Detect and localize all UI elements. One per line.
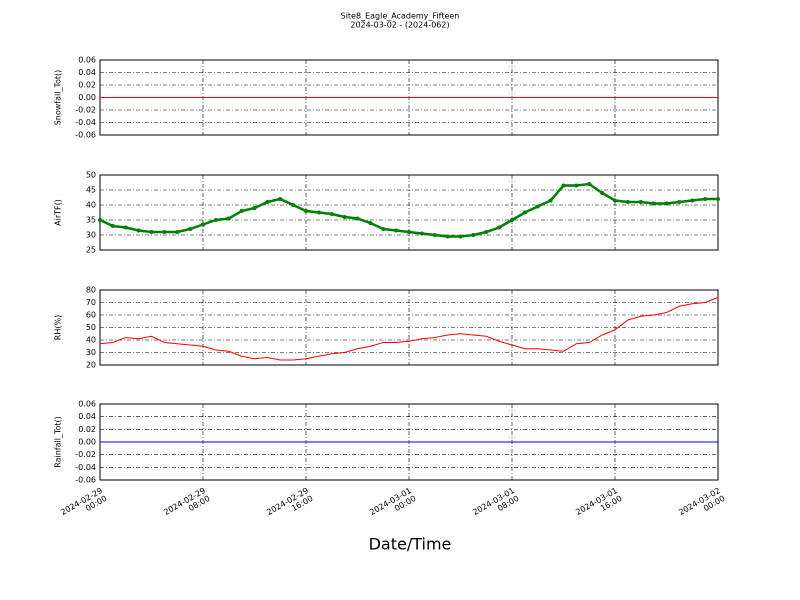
y-tick-label: 0.04	[78, 68, 96, 77]
y-tick-label: -0.02	[75, 450, 96, 459]
data-point	[613, 198, 617, 203]
data-point	[522, 210, 527, 215]
data-point	[278, 197, 283, 201]
data-point	[419, 231, 424, 236]
data-point	[291, 203, 296, 207]
data-point	[445, 234, 450, 239]
data-point	[458, 234, 463, 239]
data-point	[535, 204, 540, 209]
data-point	[497, 225, 502, 230]
y-tick-label: 0.02	[78, 425, 96, 434]
chart-title: Site8_Eagle_Academy_Fifteen	[341, 12, 460, 21]
y-tick-label: 60	[86, 311, 96, 320]
data-point	[162, 230, 167, 234]
y-tick-label: 50	[86, 323, 96, 332]
data-point	[368, 221, 373, 225]
data-point	[213, 218, 218, 222]
data-point	[471, 233, 476, 237]
data-point	[316, 210, 321, 215]
y-tick-label: -0.04	[75, 463, 96, 472]
data-point	[625, 200, 630, 204]
y-tick-label: 0.06	[78, 400, 96, 409]
data-point	[651, 201, 656, 206]
y-tick-label: 30	[86, 231, 96, 240]
y-tick-label: 80	[86, 286, 96, 295]
y-tick-label: -0.04	[75, 118, 96, 127]
data-point	[381, 227, 386, 231]
y-tick-label: 0.00	[78, 438, 96, 447]
data-point	[690, 198, 695, 203]
y-tick-label: 70	[86, 298, 96, 307]
data-point	[677, 200, 682, 204]
data-point	[239, 209, 244, 213]
plot-frame	[99, 289, 719, 366]
data-point	[98, 218, 102, 222]
y-axis-label: Snowfall_Tot()	[54, 70, 63, 126]
y-tick-label: 40	[86, 336, 96, 345]
y-tick-label: 0.04	[78, 412, 96, 421]
x-axis-label: Date/Time	[369, 535, 452, 554]
data-point	[201, 222, 205, 227]
y-tick-label: 20	[86, 361, 96, 370]
data-line	[99, 182, 718, 238]
y-tick-label: 50	[86, 171, 96, 180]
data-point	[265, 200, 270, 204]
data-point	[110, 224, 115, 228]
y-tick-label: 0.06	[78, 56, 96, 65]
data-point	[342, 215, 347, 219]
data-point	[175, 230, 180, 234]
data-point	[587, 182, 592, 186]
data-point	[510, 218, 514, 222]
y-tick-label: -0.06	[75, 131, 96, 140]
data-point	[149, 230, 154, 234]
data-point	[394, 228, 399, 233]
y-tick-label: 0.00	[78, 93, 96, 102]
data-point	[188, 227, 193, 231]
y-tick-label: 35	[86, 216, 96, 225]
data-point	[638, 200, 643, 204]
data-point	[123, 225, 128, 230]
y-tick-label: -0.06	[75, 476, 96, 485]
y-axis-label: AirTF()	[54, 199, 63, 226]
data-point	[329, 212, 334, 216]
data-point	[574, 183, 579, 188]
data-point	[484, 230, 489, 234]
data-point	[664, 201, 669, 206]
data-point	[355, 216, 360, 221]
y-tick-label: 45	[86, 186, 96, 195]
y-tick-label: -0.02	[75, 106, 96, 115]
y-tick-label: 40	[86, 201, 96, 210]
data-point	[716, 197, 720, 201]
chart-subtitle: 2024-03-02 - (2024-062)	[350, 21, 449, 30]
y-tick-label: 25	[86, 246, 96, 255]
y-axis-label: RH(%)	[54, 315, 63, 340]
y-axis-label: Rainfall_Tot()	[54, 416, 63, 468]
y-tick-label: 0.02	[78, 81, 96, 90]
data-point	[136, 228, 141, 233]
data-point	[561, 183, 566, 188]
data-line	[99, 297, 719, 361]
data-point	[432, 233, 437, 237]
data-point	[600, 191, 605, 195]
plot-frame	[99, 174, 719, 251]
data-point	[304, 209, 308, 213]
y-tick-label: 30	[86, 348, 96, 357]
data-point	[548, 198, 553, 203]
data-point	[252, 206, 257, 210]
data-point	[703, 197, 708, 201]
data-point	[407, 230, 411, 234]
data-point	[226, 216, 231, 221]
